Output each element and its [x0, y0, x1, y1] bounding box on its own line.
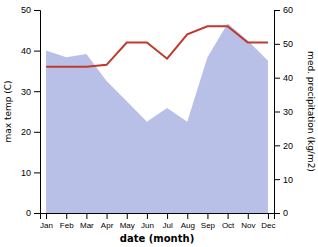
tick: Jun — [141, 213, 154, 230]
tick-mark — [248, 213, 249, 219]
x-axis-title: date (month) — [120, 233, 194, 244]
tick-mark — [34, 91, 40, 92]
tick-mark — [274, 112, 280, 113]
tick-label: May — [120, 221, 135, 230]
axis-line — [41, 214, 275, 220]
y2-axis: 0 10 20 30 40 50 60 — [274, 5, 293, 218]
tick: Aug — [181, 213, 195, 230]
tick-mark — [228, 213, 229, 219]
y-axis: 0 10 20 30 40 50 — [21, 5, 41, 218]
tick: 20 — [21, 127, 40, 137]
tick: Feb — [60, 213, 74, 230]
tick-label: 40 — [21, 46, 31, 56]
tick: 50 — [274, 39, 293, 49]
tick: 0 — [26, 208, 40, 218]
line — [46, 26, 268, 67]
tick: Dec — [261, 213, 275, 230]
tick: 20 — [274, 141, 293, 151]
tick-label: 60 — [283, 5, 293, 15]
tick-mark — [34, 132, 40, 133]
tick-mark — [274, 213, 280, 214]
tick-label: 0 — [26, 208, 31, 218]
tick: Jan — [40, 213, 53, 230]
tick-mark — [274, 10, 280, 11]
tick-mark — [187, 213, 188, 219]
tick-mark — [34, 51, 40, 52]
tick-mark — [274, 145, 280, 146]
plot: Jan Feb Mar Apr May Jun Jul Aug Sep Oct Nov Dec 0 10 2… — [3, 5, 316, 244]
tick-label: Jan — [40, 221, 53, 230]
y2-axis-title: med. precipitation (kg/m2) — [306, 51, 316, 172]
tick: 0 — [274, 208, 288, 218]
tick-label: Dec — [261, 221, 275, 230]
tick-mark — [127, 213, 128, 219]
tick-label: Sep — [201, 221, 216, 230]
tick-label: 30 — [283, 107, 293, 117]
tick-label: 50 — [21, 5, 31, 15]
tick-mark — [34, 172, 40, 173]
tick-mark — [46, 213, 47, 219]
tick-label: Aug — [181, 221, 195, 230]
tick: Mar — [80, 213, 94, 230]
chart: Jan Feb Mar Apr May Jun Jul Aug Sep Oct Nov Dec 0 10 2… — [0, 0, 318, 247]
tick-label: 20 — [21, 127, 31, 137]
tick-label: 40 — [283, 73, 293, 83]
tick: Apr — [101, 213, 114, 230]
tick-mark — [207, 213, 208, 219]
tick: 40 — [274, 73, 293, 83]
tick-label: 50 — [283, 39, 293, 49]
tick: Jul — [162, 213, 172, 230]
tick: 10 — [21, 168, 40, 178]
tick-mark — [274, 179, 280, 180]
tick-label: Apr — [101, 221, 114, 230]
tick-label: Oct — [222, 221, 235, 230]
y-axis-title: max temp (C) — [3, 80, 13, 142]
x-axis: Jan Feb Mar Apr May Jun Jul Aug Sep Oct Nov Dec — [40, 213, 275, 230]
tick-label: 10 — [21, 168, 31, 178]
tick-mark — [147, 213, 148, 219]
tick: 30 — [274, 107, 293, 117]
tick: Nov — [241, 213, 255, 230]
tick: 40 — [21, 46, 40, 56]
axis-line — [34, 11, 41, 214]
tick: Sep — [201, 213, 216, 230]
tick: 50 — [21, 5, 40, 15]
tick-mark — [107, 213, 108, 219]
tick-label: 20 — [283, 141, 293, 151]
tick-label: Jun — [141, 221, 154, 230]
tick-mark — [86, 213, 87, 219]
tick-mark — [34, 213, 40, 214]
tick-label: 30 — [21, 87, 31, 97]
tick-mark — [274, 44, 280, 45]
tick-label: 10 — [283, 175, 293, 185]
tick-mark — [34, 10, 40, 11]
tick: 10 — [274, 175, 293, 185]
tick: May — [120, 213, 135, 230]
tick-mark — [274, 78, 280, 79]
area — [46, 24, 268, 213]
tick: Oct — [222, 213, 235, 230]
tick-mark — [66, 213, 67, 219]
marks — [46, 24, 268, 213]
tick-label: Feb — [60, 221, 74, 230]
tick-label: Jul — [162, 221, 172, 230]
axis-line — [275, 11, 281, 214]
tick: 60 — [274, 5, 293, 15]
tick-label: Nov — [241, 221, 255, 230]
tick-label: Mar — [80, 221, 94, 230]
tick-mark — [167, 213, 168, 219]
tick-label: 0 — [283, 208, 288, 218]
tick-mark — [268, 213, 269, 219]
tick: 30 — [21, 87, 40, 97]
